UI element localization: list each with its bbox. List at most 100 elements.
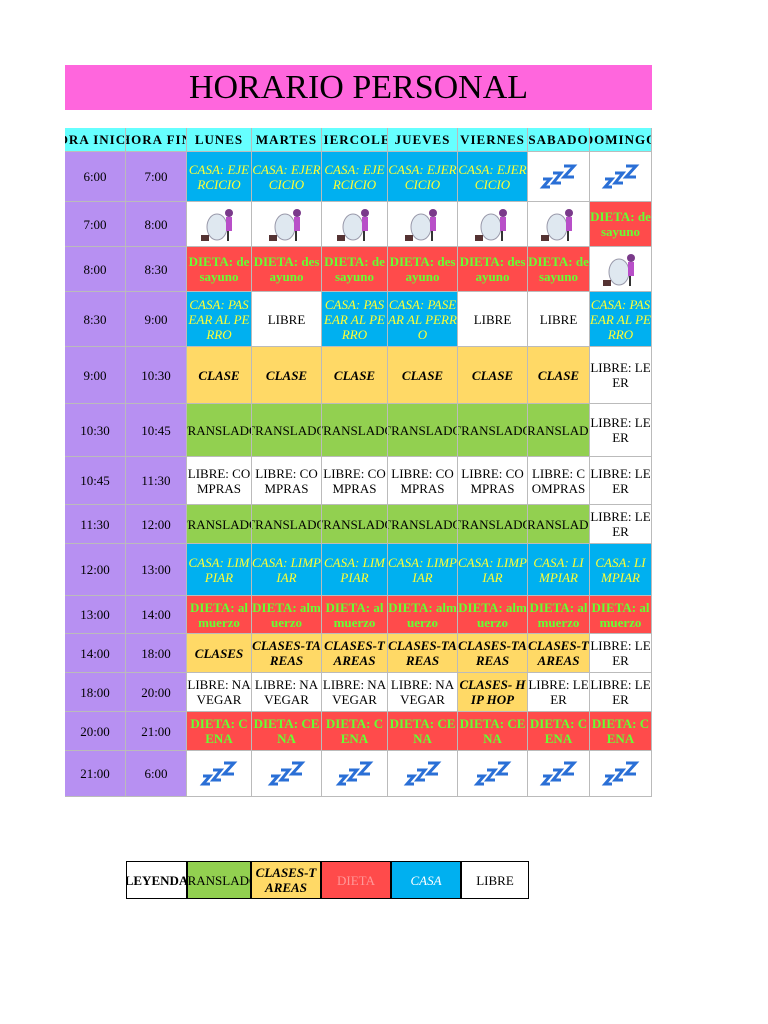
cell-text: CASA: LIMPIAR: [388, 554, 457, 585]
schedule-cell: DIETA: desayuno: [388, 247, 458, 292]
cell-text: TRANSLADO: [388, 422, 458, 438]
schedule-cell: CASA: PASEAR AL PERRO: [388, 292, 458, 347]
cell-text: CLASES: [194, 645, 244, 661]
schedule-cell: 13:00: [126, 544, 187, 596]
schedule-cell: CASA: LIMPIAR: [458, 544, 528, 596]
cell-text: CASA: PASEAR AL PERRO: [324, 296, 385, 342]
icon: [474, 209, 507, 241]
schedule-cell: 6:00: [126, 751, 187, 797]
cell-text: CASA: LIMPIAR: [458, 554, 527, 585]
cell-text: TRANSLADO: [322, 516, 387, 532]
schedule-cell: 11:30: [126, 457, 187, 505]
cell-text: CASA: EJERCICIO: [458, 161, 527, 192]
schedule-cell: CASA: PASEAR AL PERRO: [322, 292, 388, 347]
schedule-cell: [388, 202, 458, 247]
cell-text: LIBRE: LEER: [590, 465, 651, 496]
cell-text: LUNES: [194, 132, 244, 147]
icon: [403, 761, 441, 785]
schedule-cell: 13:00: [65, 596, 126, 634]
schedule-cell: [187, 202, 252, 247]
schedule-cell: LIBRE: [528, 292, 590, 347]
header-cell: MIERCOLES: [322, 128, 388, 152]
schedule-cell: CLASES- HIP HOP: [458, 673, 528, 712]
schedule-cell: CLASE: [322, 347, 388, 404]
header-cell: DOMINGO: [590, 128, 652, 152]
cell-text: LIBRE: LEER: [590, 638, 651, 668]
cell-text: HORA FIN: [126, 132, 186, 147]
cell-text: JUEVES: [394, 132, 451, 147]
cell-text: CASA: LIMPIAR: [595, 554, 646, 585]
cell-text: DIETA: CENA: [325, 716, 384, 746]
cell-text: DIETA: almuerzo: [388, 599, 457, 630]
schedule-cell: LIBRE: COMPRAS: [388, 457, 458, 505]
schedule-cell: CASA: EJERCICIO: [187, 152, 252, 202]
schedule-cell: [528, 751, 590, 797]
cell-text: DIETA: desayuno: [528, 254, 589, 284]
icon: [199, 761, 238, 785]
schedule-cell: [528, 202, 590, 247]
header-cell: SABADO: [528, 128, 590, 152]
cell-text: CLASE: [471, 367, 514, 383]
schedule-cell: TRANSLADO: [187, 505, 252, 544]
schedule-cell: CLASES: [187, 634, 252, 673]
schedule-cell: [458, 751, 528, 797]
schedule-cell: DIETA: desayuno: [590, 202, 652, 247]
schedule-cell: LIBRE: LEER: [590, 505, 652, 544]
schedule-cell: 10:45: [126, 404, 187, 457]
schedule-cell: LIBRE: LEER: [590, 457, 652, 505]
cell-text: CLASE: [401, 367, 444, 383]
cell-text: DIETA: [337, 872, 375, 888]
schedule-cell: TRANSLADO: [528, 404, 590, 457]
schedule-cell: CASA: LIMPIAR: [388, 544, 458, 596]
cell-text: LIBRE: [476, 872, 514, 888]
schedule-cell: 12:00: [126, 505, 187, 544]
legend-cell: LEYENDA: [126, 861, 187, 899]
schedule-cell: LIBRE: [458, 292, 528, 347]
schedule-cell: LIBRE: LEER: [590, 347, 652, 404]
schedule-cell: 18:00: [65, 673, 126, 712]
cell-text: 18:00: [141, 645, 171, 661]
schedule-cell: LIBRE: LEER: [590, 404, 652, 457]
cell-text: MARTES: [255, 132, 318, 147]
schedule-cell: CLASE: [388, 347, 458, 404]
cell-text: TRANSLADO: [252, 422, 322, 438]
schedule-cell: 12:00: [65, 544, 126, 596]
schedule-cell: TRANSLADO: [322, 505, 388, 544]
cell-text: DIETA: almuerzo: [325, 599, 384, 630]
schedule-cell: CASA: EJERCICIO: [322, 152, 388, 202]
cell-text: CLASES-TAREAS: [324, 638, 385, 668]
schedule-cell: [252, 202, 322, 247]
schedule-cell: CASA: EJERCICIO: [388, 152, 458, 202]
icon: [268, 209, 301, 241]
schedule-cell: 21:00: [65, 751, 126, 797]
cell-text: TRANSLADO: [528, 516, 589, 532]
cell-text: CASA: LIMPIAR: [323, 554, 386, 585]
cell-text: CLASES-TAREAS: [255, 865, 317, 895]
legend-cell: CLASES-TAREAS: [251, 861, 321, 899]
schedule-cell: CLASE: [528, 347, 590, 404]
schedule-cell: CLASE: [252, 347, 322, 404]
cell-text: LIBRE: LEER: [590, 360, 651, 390]
schedule-cell: DIETA: almuerzo: [458, 596, 528, 634]
cell-text: CASA: PASEAR AL PERRO: [388, 296, 457, 342]
schedule-cell: TRANSLADO: [388, 505, 458, 544]
schedule-cell: CLASES-TAREAS: [458, 634, 528, 673]
schedule-cell: 20:00: [126, 673, 187, 712]
schedule-cell: LIBRE: COMPRAS: [252, 457, 322, 505]
cell-text: 9:00: [144, 311, 168, 327]
cell-text: 12:00: [141, 516, 171, 532]
schedule-cell: LIBRE: NAVEGAR: [388, 673, 458, 712]
schedule-cell: CLASES-TAREAS: [252, 634, 322, 673]
cell-text: LIBRE: COMPRAS: [323, 465, 386, 496]
schedule-cell: DIETA: CENA: [528, 712, 590, 751]
cell-text: 9:00: [83, 367, 107, 383]
cell-text: DIETA: CENA: [591, 716, 650, 746]
cell-text: DIETA: CENA: [253, 716, 320, 746]
schedule-cell: LIBRE: NAVEGAR: [252, 673, 322, 712]
cell-text: LIBRE: LEER: [590, 415, 651, 445]
cell-text: CASA: LIMPIAR: [188, 554, 250, 585]
cell-text: TRANSLADO: [187, 422, 251, 438]
cell-text: DIETA: almuerzo: [190, 599, 248, 630]
cell-text: CLASE: [537, 367, 580, 383]
cell-text: 8:30: [83, 311, 107, 327]
